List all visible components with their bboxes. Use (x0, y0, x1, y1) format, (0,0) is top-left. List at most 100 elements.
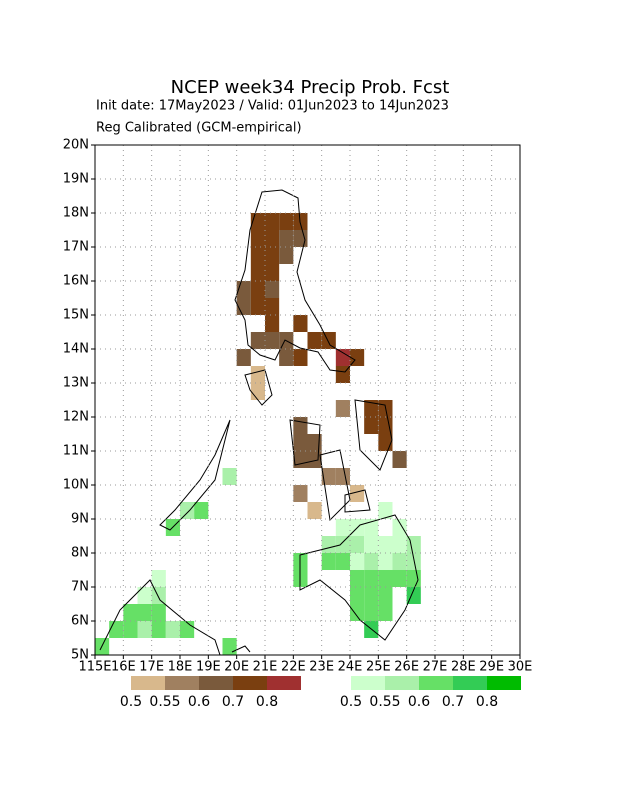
cell (265, 247, 280, 264)
legend-swatch (419, 676, 453, 690)
legend-swatch (487, 676, 521, 690)
cell (335, 400, 350, 417)
cell (392, 519, 407, 536)
y-tick-label: 9N (71, 512, 89, 527)
cell (293, 485, 308, 502)
cell (378, 553, 393, 570)
coastline (99, 189, 419, 656)
x-tick-label: 19E (196, 660, 221, 675)
cell (364, 587, 379, 604)
legend-label: 0.7 (442, 694, 464, 710)
cell (307, 451, 322, 468)
cell (364, 400, 379, 417)
cell (350, 570, 365, 587)
cell (335, 553, 350, 570)
cell (279, 230, 294, 247)
cell (151, 587, 166, 604)
note: Reg Calibrated (GCM-empirical) (96, 121, 302, 136)
cell (350, 553, 365, 570)
cells (95, 213, 421, 655)
x-tick-label: 27E (423, 660, 448, 675)
cell (137, 587, 152, 604)
cell (293, 349, 308, 366)
cell (378, 536, 393, 553)
cell (293, 451, 308, 468)
coast (344, 489, 371, 513)
cell (378, 570, 393, 587)
cell (293, 315, 308, 332)
legend-swatch (385, 676, 419, 690)
coast (354, 399, 393, 471)
legend-swatch (131, 676, 165, 690)
cell (265, 213, 280, 230)
y-tick-label: 17N (63, 240, 89, 255)
x-tick-label: 30E (508, 660, 533, 675)
cell (293, 434, 308, 451)
x-tick-label: 24E (338, 660, 363, 675)
cell (250, 230, 265, 247)
cell (392, 570, 407, 587)
y-tick-label: 20N (63, 138, 89, 153)
coast (159, 419, 231, 531)
x-tick-label: 17E (139, 660, 164, 675)
legend-label: 0.7 (222, 694, 244, 710)
cell (165, 621, 180, 638)
cell (350, 536, 365, 553)
cell (321, 553, 336, 570)
legend-label: 0.55 (369, 694, 400, 710)
cell (335, 349, 350, 366)
cell (392, 536, 407, 553)
cell (109, 621, 124, 638)
cell (406, 587, 421, 604)
y-tick-label: 7N (71, 580, 89, 595)
coast (244, 369, 273, 406)
cell (335, 468, 350, 485)
cell (350, 604, 365, 621)
cell (236, 349, 251, 366)
cell (406, 570, 421, 587)
legend-label: 0.8 (476, 694, 498, 710)
cell (123, 604, 138, 621)
cell (279, 349, 294, 366)
cell (180, 621, 195, 638)
cell (180, 502, 195, 519)
legend-swatch (199, 676, 233, 690)
y-tick-label: 6N (71, 614, 89, 629)
legend-label: 0.8 (256, 694, 278, 710)
cell (335, 536, 350, 553)
cell (364, 536, 379, 553)
cell (250, 298, 265, 315)
cell (265, 332, 280, 349)
cell (307, 434, 322, 451)
cell (350, 587, 365, 604)
cell (250, 366, 265, 383)
y-tick-label: 11N (63, 444, 89, 459)
x-tick-label: 21E (253, 660, 278, 675)
cell (222, 468, 237, 485)
cell (364, 604, 379, 621)
cell (364, 570, 379, 587)
y-tick-label: 12N (63, 410, 89, 425)
x-tick-label: 28E (451, 660, 476, 675)
cell (137, 604, 152, 621)
cell (222, 638, 237, 655)
cell (151, 570, 166, 587)
coast (234, 189, 356, 373)
cell (378, 434, 393, 451)
cell (392, 451, 407, 468)
legend-label: 0.6 (188, 694, 210, 710)
cell (364, 417, 379, 434)
cell (265, 281, 280, 298)
y-tick-label: 16N (63, 274, 89, 289)
cell (378, 604, 393, 621)
legend-label: 0.5 (120, 694, 142, 710)
x-tick-label: 26E (394, 660, 419, 675)
cell (378, 587, 393, 604)
y-tick-label: 14N (63, 342, 89, 357)
cell (250, 281, 265, 298)
legend-label: 0.5 (340, 694, 362, 710)
x-tick-label: 25E (366, 660, 391, 675)
cell (378, 417, 393, 434)
legend-swatch (165, 676, 199, 690)
cell (293, 230, 308, 247)
